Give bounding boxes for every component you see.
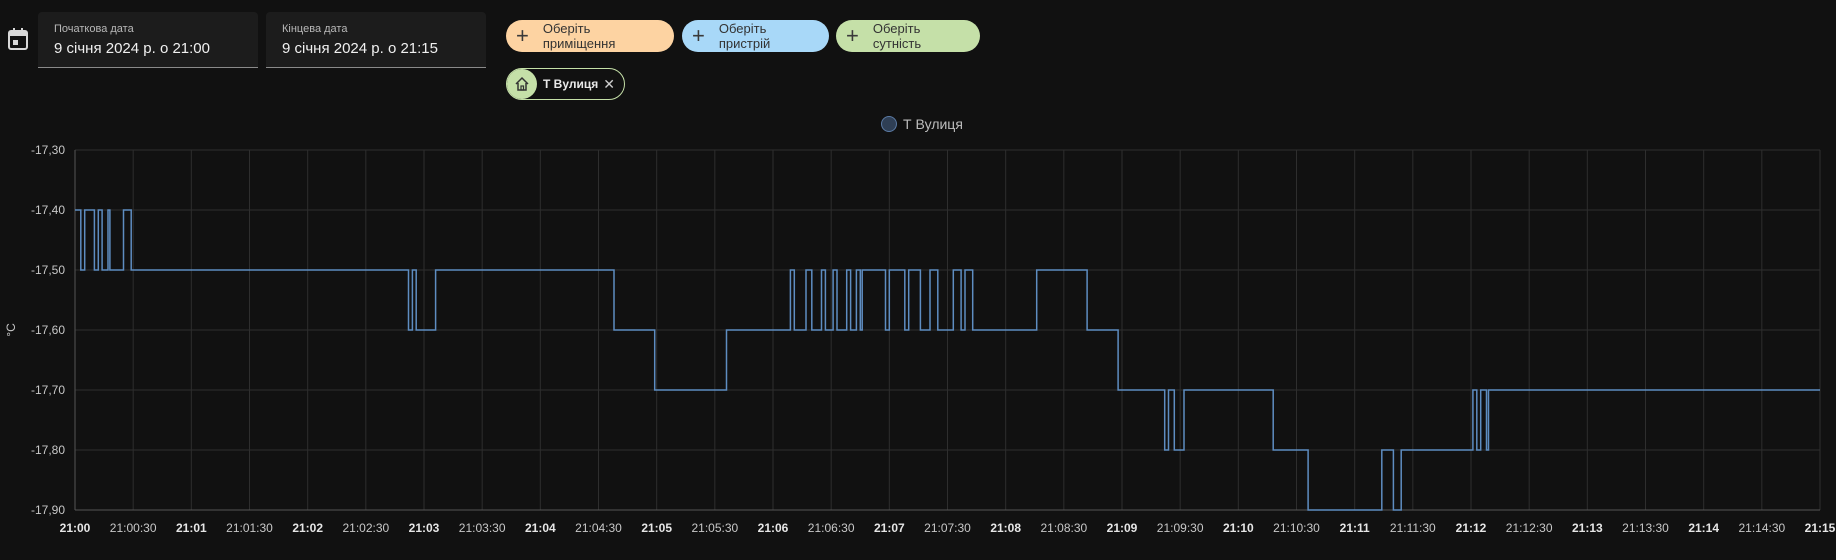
entity-chip-label: Т Вулиця [543, 77, 599, 91]
x-tick-label: 21:06 [758, 521, 789, 535]
y-tick-label: -17,60 [31, 323, 65, 337]
x-tick-label: 21:13 [1572, 521, 1603, 535]
x-tick-label: 21:14:30 [1738, 521, 1785, 535]
y-tick-label: -17,40 [31, 203, 65, 217]
x-tick-label: 21:00:30 [110, 521, 157, 535]
x-tick-label: 21:15 [1805, 521, 1836, 535]
history-chart: -17,30 -17,40 -17,50 -17,60 -17,70 -17,80 -17,… [4, 143, 1836, 535]
plus-icon: + [516, 23, 529, 48]
x-tick-label: 21:05 [641, 521, 672, 535]
x-tick-label: 21:08 [990, 521, 1021, 535]
x-tick-label: 21:09:30 [1157, 521, 1204, 535]
x-tick-label: 21:00 [60, 521, 91, 535]
choose-area-label: Оберіть приміщення [542, 21, 616, 51]
x-tick-label: 21:12 [1456, 521, 1487, 535]
x-tick-label: 21:01 [176, 521, 207, 535]
x-tick-label: 21:05:30 [691, 521, 738, 535]
y-tick-label: -17,30 [31, 143, 65, 157]
end-date-value: 9 січня 2024 р. о 21:15 [282, 40, 438, 57]
x-tick-label: 21:07 [874, 521, 905, 535]
x-tick-label: 21:10:30 [1273, 521, 1320, 535]
start-date-value: 9 січня 2024 р. о 21:00 [54, 40, 210, 57]
x-tick-label: 21:04 [525, 521, 556, 535]
x-tick-label: 21:03:30 [459, 521, 506, 535]
x-tick-label: 21:06:30 [808, 521, 855, 535]
x-tick-label: 21:02:30 [342, 521, 389, 535]
y-tick-label: -17,80 [31, 443, 65, 457]
x-tick-label: 21:09 [1107, 521, 1138, 535]
choose-device-label: Оберіть пристрій [718, 21, 771, 51]
start-date-field[interactable]: Початкова дата 9 січня 2024 р. о 21:00 [38, 12, 258, 68]
x-tick-label: 21:03 [409, 521, 440, 535]
y-tick-label: -17,50 [31, 263, 65, 277]
plus-icon: + [846, 23, 859, 48]
choose-device-button[interactable]: + Оберіть пристрій [682, 20, 829, 52]
end-date-label: Кінцева дата [282, 23, 348, 35]
y-tick-label: -17,90 [31, 503, 65, 517]
legend-swatch [881, 116, 897, 132]
choose-entity-button[interactable]: + Оберіть сутність [836, 20, 980, 52]
home-icon [507, 69, 537, 99]
x-tick-label: 21:12:30 [1506, 521, 1553, 535]
calendar-icon[interactable] [8, 28, 28, 50]
end-date-field[interactable]: Кінцева дата 9 січня 2024 р. о 21:15 [266, 12, 486, 68]
x-tick-label: 21:14 [1688, 521, 1719, 535]
x-tick-label: 21:01:30 [226, 521, 273, 535]
close-icon[interactable]: ✕ [603, 75, 615, 92]
choose-area-button[interactable]: + Оберіть приміщення [506, 20, 674, 52]
start-date-label: Початкова дата [54, 23, 134, 35]
series-line [75, 209, 1820, 511]
x-tick-label: 21:13:30 [1622, 521, 1669, 535]
entity-chip[interactable]: Т Вулиця ✕ [506, 68, 625, 100]
x-tick-label: 21:08:30 [1040, 521, 1087, 535]
chart-legend[interactable]: Т Вулиця [881, 116, 963, 132]
x-tick-label: 21:04:30 [575, 521, 622, 535]
x-tick-label: 21:07:30 [924, 521, 971, 535]
x-tick-label: 21:02 [292, 521, 323, 535]
plus-icon: + [692, 23, 705, 48]
x-tick-label: 21:10 [1223, 521, 1254, 535]
y-tick-label: -17,70 [31, 383, 65, 397]
choose-entity-label: Оберіть сутність [872, 21, 922, 51]
y-axis-unit: °C [4, 323, 18, 337]
legend-label: Т Вулиця [903, 116, 963, 132]
x-tick-label: 21:11 [1340, 521, 1370, 535]
x-tick-label: 21:11:30 [1390, 521, 1436, 535]
